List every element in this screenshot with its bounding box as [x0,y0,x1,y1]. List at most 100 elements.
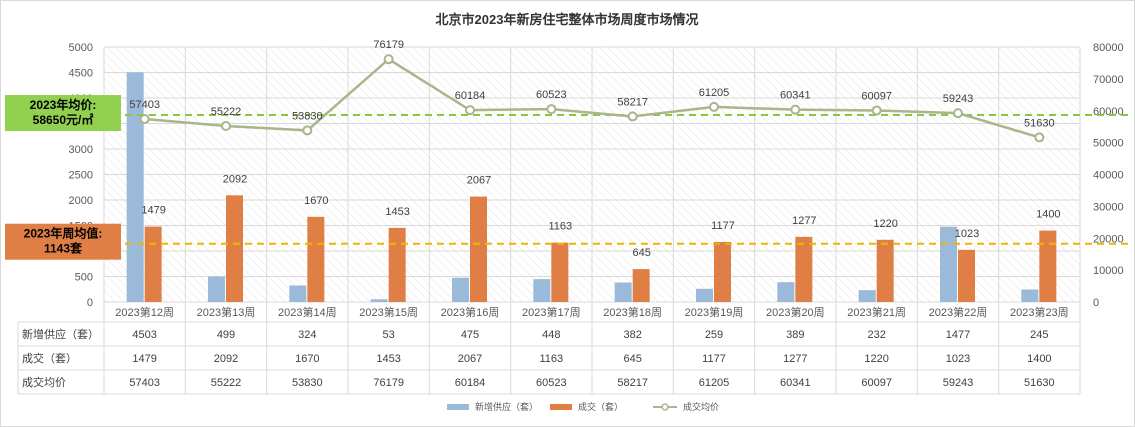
table-cell: 259 [705,329,723,341]
price-point [790,104,801,115]
table-row-label: 成交（套） [22,351,77,365]
legend-swatch [550,404,572,410]
deals-data-label: 2067 [467,175,491,187]
data-table: 2023第12周 2023第13周 2023第14周 2023第15周 2023第16周… [17,47,1081,395]
price-data-label: 60523 [536,89,567,101]
deals-bar [632,269,650,302]
callout-box [5,95,121,132]
left-tick-label: 3000 [69,144,93,156]
price-point [221,120,231,131]
supply-bar [1021,289,1039,302]
right-tick-label: 80000 [1093,42,1124,54]
price-point [302,125,313,136]
legend-swatch [447,404,469,410]
price-point [139,114,150,125]
deals-bar [551,242,569,302]
supply-bar [614,282,632,302]
deals-bar [388,227,406,302]
deals-bar [795,236,813,302]
left-axis-ticks: 0500100015002000250030003500400045005000 [69,42,93,309]
table-cell: 60341 [780,377,811,389]
right-tick-label: 50000 [1093,138,1124,150]
callout-text: 2023年周均值: [24,226,103,241]
table-cell: 389 [786,329,804,341]
table-row-label: 成交均价 [22,375,66,389]
table-cell: 4503 [132,329,156,341]
reference-lines [5,114,1133,245]
left-tick-label: 500 [75,272,93,284]
deals-data-label: 1023 [955,228,979,240]
right-tick-label: 70000 [1093,74,1124,86]
deals-data-label: 1479 [141,205,165,217]
deals-data-label: 1453 [385,206,409,218]
table-cell: 51630 [1024,377,1055,389]
table-cell: 57403 [129,377,160,389]
deals-data-label: 1400 [1036,209,1060,221]
right-tick-label: 0 [1093,297,1099,309]
legend: 新增供应（套） 成交（套） 成交均价 [447,401,719,412]
price-data-label: 60097 [861,90,892,102]
table-cell: 1163 [540,353,564,365]
category-label: 2023第20周 [766,305,825,319]
callout-text: 1143套 [44,241,83,256]
supply-bar [289,285,307,302]
category-label: 2023第18周 [603,305,662,319]
table-cell: 1453 [376,353,400,365]
table-cell: 1479 [132,353,156,365]
callout-text: 2023年均价: [30,97,97,112]
price-point [709,101,719,112]
supply-bar [940,226,957,302]
table-cell: 53830 [292,377,323,389]
deals-bar [226,195,243,302]
price-data-label: 51630 [1024,117,1055,129]
supply-bar [858,290,876,302]
table-cell: 1177 [702,353,726,365]
table-cell: 2092 [214,353,238,365]
deals-data-label: 1177 [711,220,735,232]
table-cell: 382 [623,329,641,341]
category-label: 2023第15周 [359,305,418,319]
deals-bar [1039,230,1057,302]
table-cell: 60523 [536,377,567,389]
callout-box [5,223,121,260]
deals-bar [876,239,894,302]
deals-data-label: 2092 [223,173,247,185]
table-cell: 55222 [211,377,242,389]
avg-price-line [139,54,1045,143]
deals-data-label: 645 [632,247,650,259]
price-point [953,108,963,119]
category-label: 2023第17周 [522,305,581,319]
chart-title: 北京市2023年新房住宅整体市场周度市场情况 [436,12,699,27]
price-data-label: 60184 [455,90,486,102]
price-point [627,111,638,122]
legend-label: 成交（套） [578,401,623,412]
table-cell: 245 [1030,329,1048,341]
supply-bar [370,299,388,302]
table-cell: 58217 [617,377,648,389]
price-point [383,54,394,65]
supply-bar [208,276,225,302]
callout-text: 58650元/㎡ [33,112,94,127]
table-cell: 499 [217,329,235,341]
category-label: 2023第12周 [115,305,174,319]
price-point [1034,132,1045,143]
left-tick-label: 0 [87,297,93,309]
left-tick-label: 2000 [69,195,93,207]
price-point [465,105,475,116]
deals-data-label: 1220 [873,218,897,230]
deals-data-label: 1163 [549,221,573,233]
category-label: 2023第13周 [197,305,256,319]
price-point [871,105,882,116]
deals-data-label: 1277 [792,215,816,227]
supply-bar [696,288,713,302]
table-cell: 645 [623,353,641,365]
table-cell: 60097 [861,377,892,389]
supply-bar [777,282,795,302]
table-cell: 2067 [458,353,482,365]
callouts: 2023年均价:58650元/㎡ 2023年周均值:1143套 [5,95,121,260]
price-data-label: 58217 [617,96,648,108]
table-cell: 60184 [455,377,486,389]
price-data-label: 61205 [699,87,730,99]
table-cell: 59243 [943,377,974,389]
